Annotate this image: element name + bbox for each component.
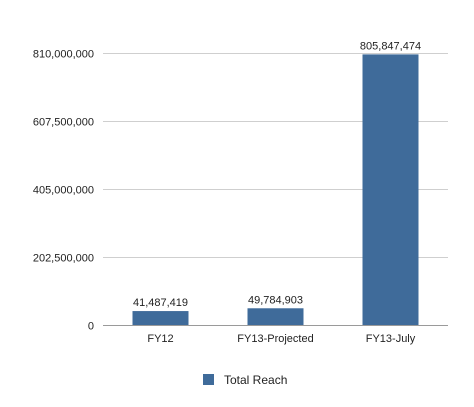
bar-fy13-projected <box>247 308 304 325</box>
legend: Total Reach <box>203 373 287 387</box>
y-tick-label: 810,000,000 <box>33 49 94 61</box>
x-category-label: FY13-Projected <box>237 333 313 345</box>
x-axis-category-labels: FY12 FY13-Projected FY13-July <box>147 333 415 345</box>
bar-fy12 <box>132 311 189 325</box>
data-label: 805,847,474 <box>360 40 421 52</box>
data-label: 49,784,903 <box>248 294 303 306</box>
y-tick-label: 202,500,000 <box>33 253 94 265</box>
legend-swatch <box>203 374 214 385</box>
x-category-label: FY12 <box>147 333 173 345</box>
bar-fy13-july <box>362 54 419 325</box>
data-label: 41,487,419 <box>133 297 188 309</box>
x-category-label: FY13-July <box>366 333 416 345</box>
y-axis-tick-labels: 0 202,500,000 405,000,000 607,500,000 810,00… <box>33 49 94 333</box>
bars <box>132 54 419 325</box>
y-tick-label: 0 <box>88 321 94 333</box>
y-tick-label: 405,000,000 <box>33 185 94 197</box>
data-labels: 41,487,419 49,784,903 805,847,474 <box>133 40 421 309</box>
legend-label-total-reach: Total Reach <box>224 373 287 387</box>
y-tick-label: 607,500,000 <box>33 117 94 129</box>
